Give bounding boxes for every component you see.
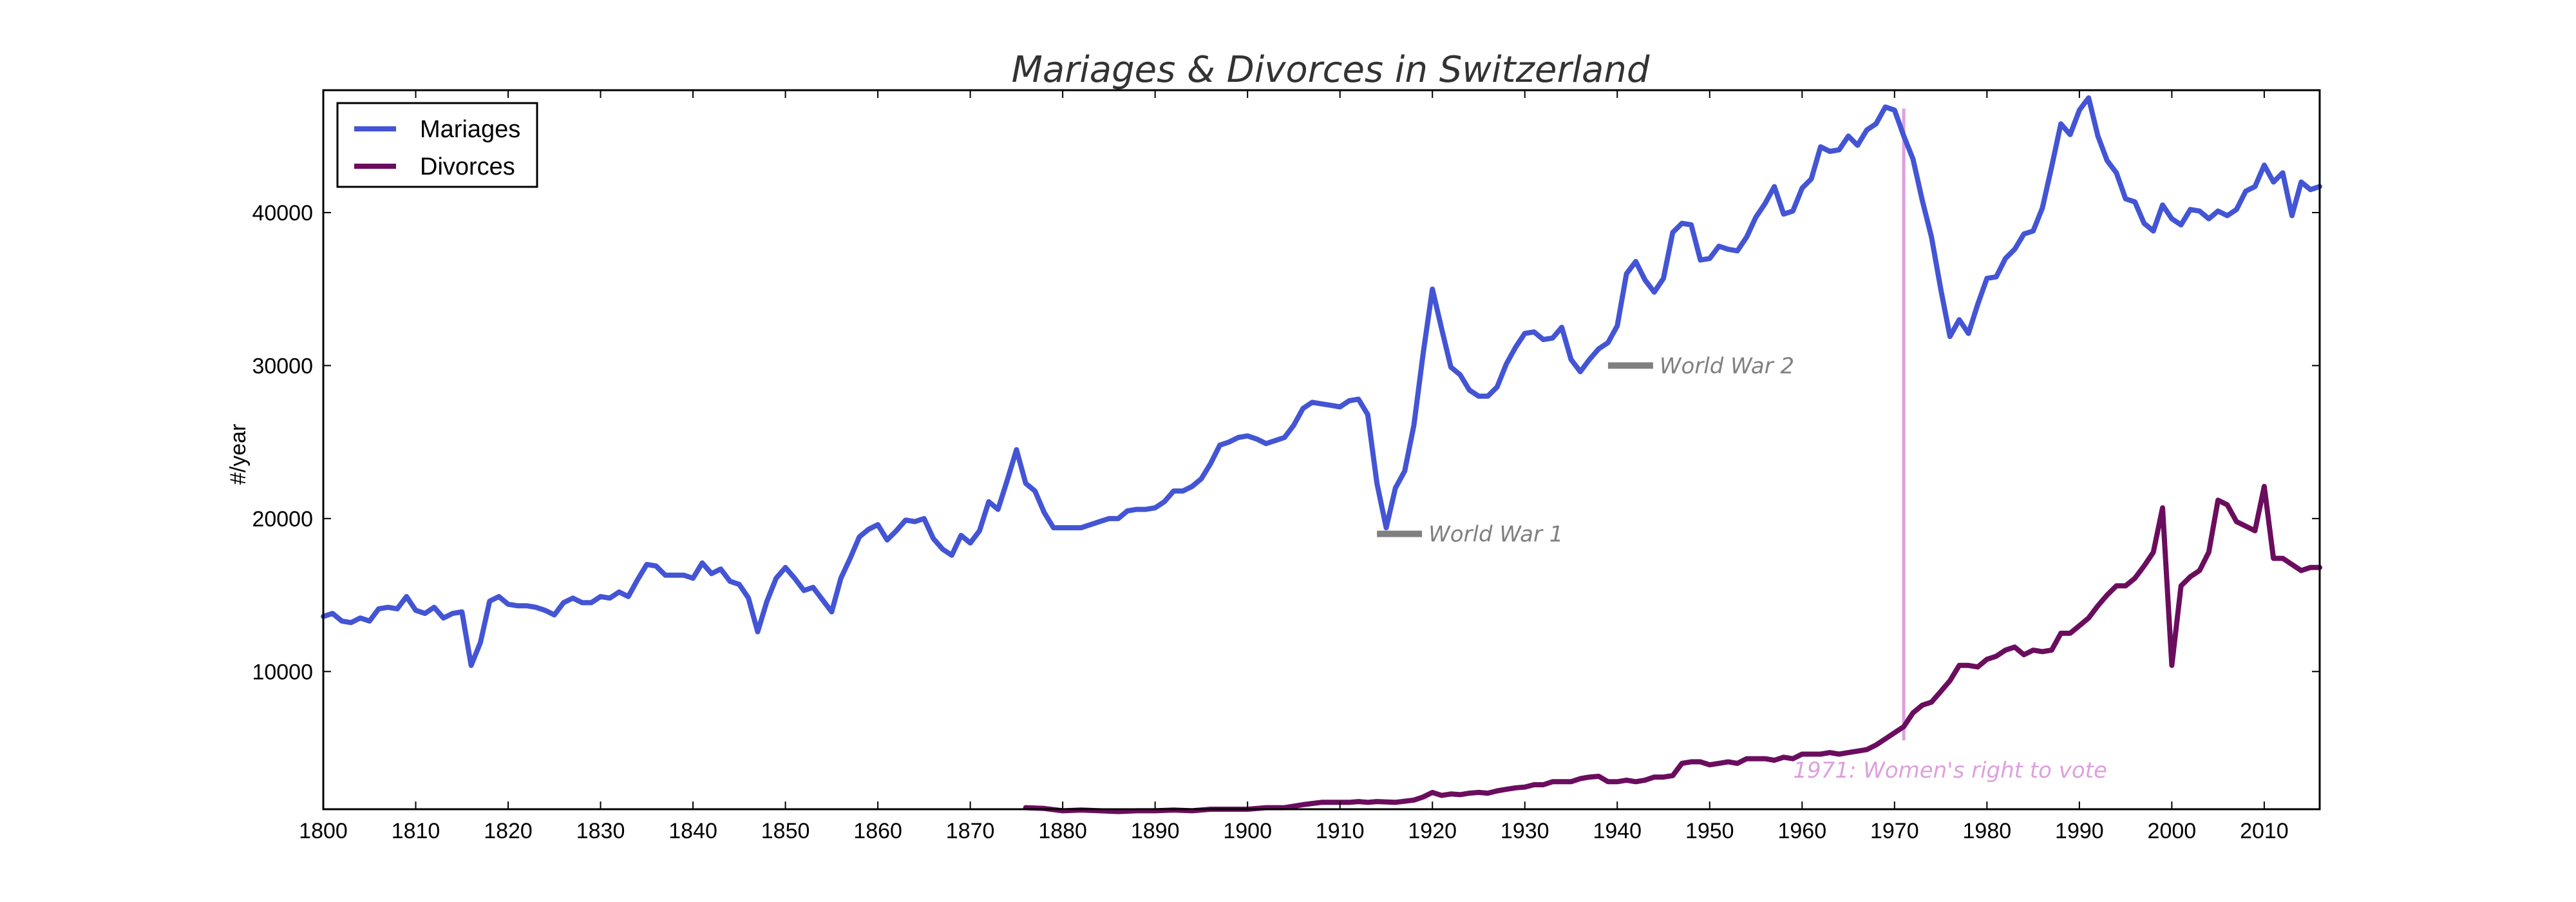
x-tick-label: 1830 <box>576 819 625 843</box>
x-tick-label: 1930 <box>1501 819 1549 843</box>
chart-title: Mariages & Divorces in Switzerland <box>1012 49 1650 91</box>
x-tick-label: 1810 <box>392 819 440 843</box>
x-tick-label: 1950 <box>1685 819 1734 843</box>
series-layer <box>321 95 2322 814</box>
legend: Mariages Divorces <box>336 102 538 188</box>
annotation-label: 1971: Women's right to vote <box>1793 758 2107 783</box>
legend-label: Mariages <box>420 116 520 143</box>
y-tick-label: 10000 <box>252 660 313 684</box>
x-tick-label: 1940 <box>1593 819 1642 843</box>
x-tick-label: 1840 <box>668 819 717 843</box>
legend-label: Divorces <box>420 153 515 180</box>
x-tick-label: 1800 <box>299 819 348 843</box>
x-tick-label: 1820 <box>484 819 533 843</box>
x-tick-label: 1880 <box>1038 819 1087 843</box>
x-tick-label: 1890 <box>1131 819 1180 843</box>
y-tick-label: 20000 <box>252 507 313 532</box>
y-tick-label: 30000 <box>252 354 313 378</box>
x-tick-label: 1900 <box>1223 819 1272 843</box>
x-tick-label: 1970 <box>1870 819 1919 843</box>
x-tick-label: 2000 <box>2148 819 2197 843</box>
annotation-label: World War 2 <box>1660 353 1794 379</box>
x-tick-label: 1960 <box>1777 819 1826 843</box>
x-axis: 1800 1810 1820 1830 1840 1850 1860 1870 1880 1890… <box>299 90 2289 843</box>
annotation-layer: World War 1 World War 2 1971: Women's righ… <box>1377 108 2107 783</box>
x-tick-label: 1850 <box>761 819 810 843</box>
x-tick-label: 1990 <box>2055 819 2104 843</box>
legend-box <box>336 102 538 188</box>
series-line-divorces <box>1023 484 2322 814</box>
series-line-mariages <box>321 95 2322 668</box>
x-tick-label: 1870 <box>946 819 995 843</box>
x-tick-label: 2010 <box>2240 819 2289 843</box>
y-tick-label: 40000 <box>252 201 313 225</box>
y-axis-label: #/year <box>226 424 251 485</box>
x-tick-label: 1980 <box>1963 819 2012 843</box>
y-axis: 10000 20000 30000 40000 <box>252 201 2320 684</box>
x-tick-label: 1910 <box>1316 819 1365 843</box>
x-tick-label: 1860 <box>853 819 902 843</box>
x-tick-label: 1920 <box>1408 819 1457 843</box>
annotation-label: World War 1 <box>1428 522 1563 548</box>
plot-frame <box>322 89 2321 811</box>
